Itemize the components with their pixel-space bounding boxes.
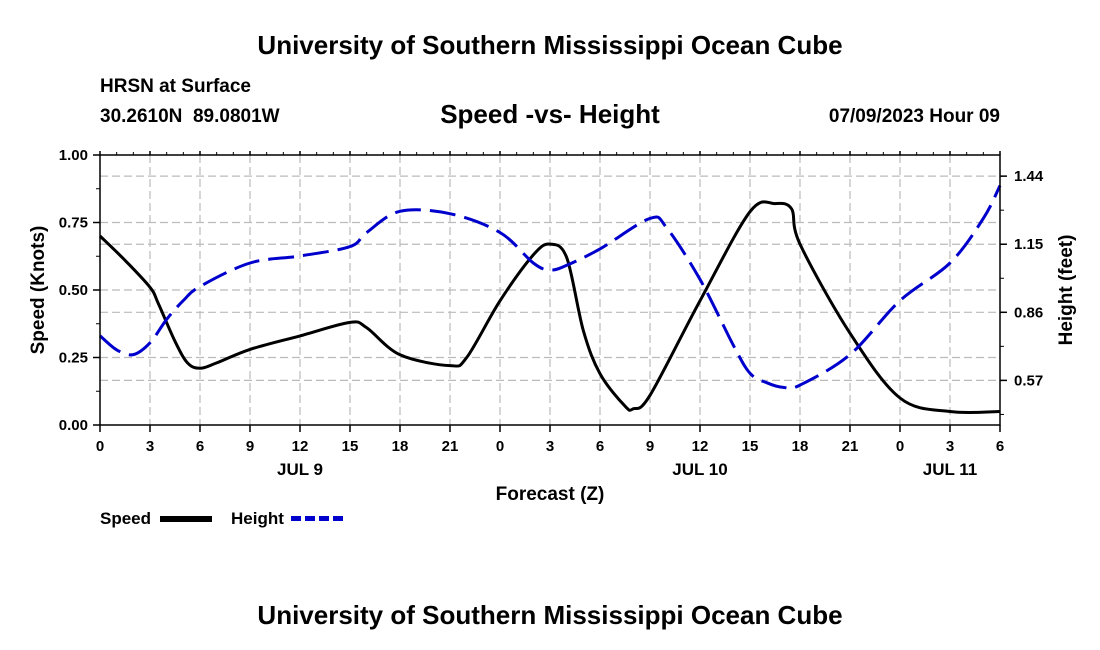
x-tick-label: 0 [896, 438, 904, 455]
x-tick-label: 6 [596, 438, 604, 455]
x-tick-label: 9 [646, 438, 654, 455]
axis-ticks: 0 3 6 9 12 15 18 21 0 3 6 9 12 15 18 21 0 3 6 JUL 9 JUL 10 JU… [59, 147, 1044, 479]
x-tick-label: 0 [96, 438, 104, 455]
x-tick-label: 3 [946, 438, 954, 455]
x-tick-label: 3 [146, 438, 154, 455]
forecast-date: 07/09/2023 Hour 09 [828, 106, 1000, 127]
y-left-tick-label: 0.00 [59, 417, 88, 434]
y-left-tick-label: 0.50 [59, 282, 88, 299]
chart-series [98, 184, 1002, 415]
y-left-tick-label: 1.00 [59, 147, 88, 164]
x-tick-label: 3 [546, 438, 554, 455]
y-right-tick-label: 0.86 [1014, 304, 1043, 321]
page-title: University of Southern Mississippi Ocean… [257, 30, 843, 60]
day-label: JUL 10 [672, 460, 727, 479]
height-series-line [99, 184, 1002, 390]
x-tick-label: 0 [496, 438, 504, 455]
station-name: HRSN at Surface [100, 76, 251, 97]
day-label: JUL 11 [923, 460, 978, 479]
y-axis-right-label: Height (feet) [1056, 235, 1077, 346]
footer-title: University of Southern Mississippi Ocean… [257, 600, 843, 630]
x-tick-label: 18 [392, 438, 409, 455]
legend-height-swatch [291, 516, 343, 521]
x-tick-label: 18 [792, 438, 809, 455]
x-axis-label: Forecast (Z) [496, 484, 605, 505]
chart-title: Speed -vs- Height [440, 99, 660, 129]
legend-height-label: Height [231, 509, 284, 528]
chart-grid [100, 155, 1000, 425]
y-left-tick-label: 0.25 [59, 350, 88, 367]
y-right-tick-label: 0.57 [1014, 372, 1043, 389]
x-tick-label: 12 [292, 438, 309, 455]
x-tick-label: 12 [692, 438, 709, 455]
legend-speed-swatch [160, 516, 212, 522]
y-axis-left-label: Speed (Knots) [28, 226, 49, 355]
x-tick-label: 21 [442, 438, 459, 455]
speed-series-line [98, 200, 1001, 415]
x-tick-label: 9 [246, 438, 254, 455]
x-tick-label: 6 [196, 438, 204, 455]
day-label: JUL 9 [277, 460, 323, 479]
legend-speed-label: Speed [100, 509, 152, 528]
y-right-tick-label: 1.44 [1014, 168, 1044, 185]
station-coordinates: 30.2610N 89.0801W [100, 106, 280, 127]
y-left-tick-label: 0.75 [59, 215, 88, 232]
x-tick-label: 21 [842, 438, 859, 455]
x-tick-label: 15 [742, 438, 759, 455]
x-tick-label: 6 [996, 438, 1004, 455]
y-right-tick-label: 1.15 [1014, 236, 1043, 253]
x-tick-label: 15 [342, 438, 359, 455]
